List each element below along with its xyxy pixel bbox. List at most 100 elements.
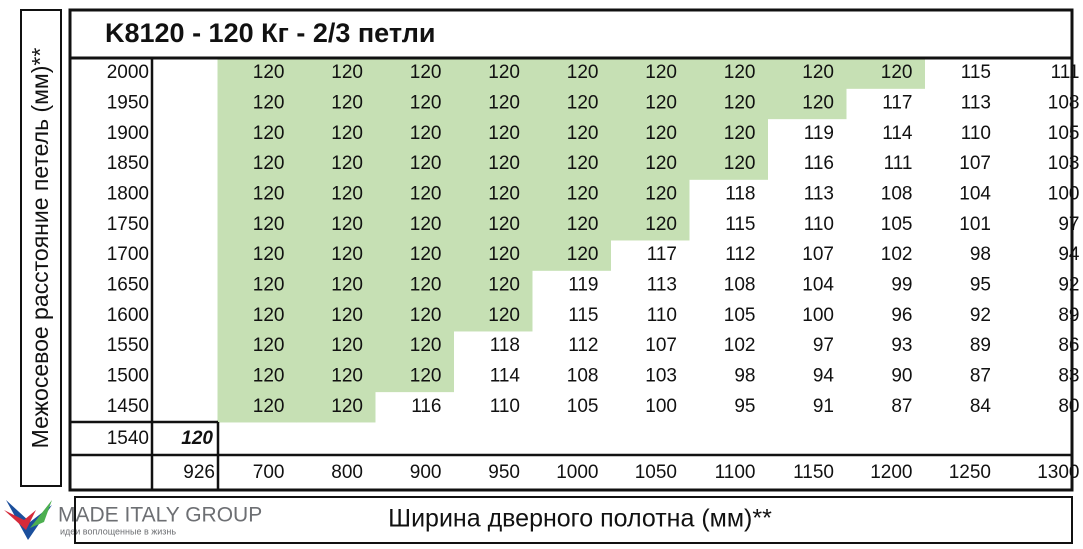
- cell-value: 120: [410, 274, 442, 295]
- highlight-cell: [296, 300, 376, 332]
- cell-value: 98: [734, 365, 755, 386]
- cell-value: 107: [959, 153, 991, 174]
- cell-value: 89: [1058, 305, 1079, 326]
- column-header: 1100: [715, 462, 756, 483]
- cell-value: 120: [724, 123, 756, 144]
- row-label: 1950: [107, 93, 149, 114]
- cell-value: 120: [488, 153, 520, 174]
- cell-value: 120: [567, 244, 599, 265]
- column-header: 700: [253, 462, 285, 483]
- x-label-box: [74, 496, 1073, 544]
- cell-value: 120: [567, 93, 599, 114]
- cell-value: 120: [331, 93, 363, 114]
- column-header: 1000: [556, 462, 598, 483]
- highlight-cell: [531, 148, 611, 180]
- highlight-cell: [296, 209, 376, 241]
- cell-value: 120: [488, 123, 520, 144]
- cell-value: 95: [970, 274, 991, 295]
- row-label: 2000: [107, 62, 149, 83]
- highlight-cell: [531, 178, 611, 211]
- highlight-cell: [610, 57, 690, 89]
- cell-value: 120: [331, 214, 363, 235]
- column-header: 950: [488, 462, 520, 483]
- cell-value: 120: [488, 93, 520, 114]
- cell-value: 103: [1048, 153, 1080, 174]
- cell-value: 113: [647, 274, 677, 295]
- cell-value: 120: [645, 123, 677, 144]
- cell-value: 108: [724, 274, 756, 295]
- column-header: 1050: [635, 462, 677, 483]
- cell-value: 96: [891, 305, 912, 326]
- cell-value: 102: [724, 335, 756, 356]
- table-title: K8120 - 120 Кг - 2/3 петли: [105, 18, 435, 48]
- y-label-box: [20, 9, 62, 487]
- cell-value: 120: [488, 274, 520, 295]
- row-label: 1600: [107, 305, 149, 326]
- highlight-cell: [767, 87, 847, 120]
- logo-mark-red: [4, 510, 36, 530]
- highlight-cell: [296, 118, 376, 150]
- cell-value: 120: [253, 93, 285, 114]
- highlight-cell: [217, 360, 297, 393]
- x-axis-label: Ширина дверного полотна (мм)**: [388, 505, 772, 533]
- highlight-cell: [296, 360, 376, 393]
- cell-value: 91: [813, 396, 834, 417]
- cell-value: 110: [647, 305, 677, 326]
- column-header: 1300: [1037, 462, 1079, 483]
- highlight-cell: [453, 209, 533, 241]
- cell-value: 97: [813, 335, 834, 356]
- highlight-cell: [217, 239, 297, 271]
- extra-row-label: 1540: [107, 428, 149, 449]
- cell-value: 108: [881, 184, 913, 205]
- column-header: 900: [410, 462, 442, 483]
- cell-value: 117: [882, 93, 912, 114]
- cell-value: 120: [802, 93, 834, 114]
- cell-value: 92: [1058, 274, 1079, 295]
- highlight-cell: [217, 118, 297, 150]
- cell-value: 120: [645, 153, 677, 174]
- cell-value: 120: [488, 184, 520, 205]
- cell-value: 120: [567, 123, 599, 144]
- highlight-cell: [610, 148, 690, 180]
- table-border: [68, 8, 1074, 492]
- highlight-cell: [374, 360, 454, 393]
- logo: MADE ITALY GROUP идеи воплощенные в жизн…: [4, 500, 262, 540]
- cell-value: 120: [567, 153, 599, 174]
- cell-value: 120: [410, 93, 442, 114]
- highlight-cell: [767, 57, 847, 89]
- extra-row-value: 120: [181, 428, 213, 449]
- logo-name: MADE ITALY GROUP: [58, 504, 262, 527]
- cell-value: 120: [645, 62, 677, 83]
- row-label: 1750: [107, 214, 149, 235]
- cell-value: 108: [567, 365, 599, 386]
- highlight-cell: [217, 330, 297, 362]
- highlight-cell: [217, 57, 297, 89]
- cell-value: 108: [1048, 93, 1080, 114]
- cell-value: 120: [253, 274, 285, 295]
- cell-value: 120: [881, 62, 913, 83]
- cell-value: 89: [970, 335, 991, 356]
- cell-value: 120: [567, 214, 599, 235]
- highlight-cell: [217, 148, 297, 180]
- highlight-cell: [374, 300, 454, 332]
- cell-value: 115: [725, 214, 755, 235]
- row-label: 1900: [107, 123, 149, 144]
- highlight-cell: [531, 209, 611, 241]
- cell-value: 120: [331, 335, 363, 356]
- cell-value: 102: [881, 244, 913, 265]
- cell-value: 120: [724, 62, 756, 83]
- cell-value: 112: [568, 335, 598, 356]
- highlight-cell: [296, 87, 376, 120]
- highlight-cell: [531, 57, 611, 89]
- cell-value: 111: [884, 153, 913, 174]
- highlight-cell: [296, 239, 376, 271]
- cell-value: 114: [490, 365, 521, 386]
- table: 2000 120 120 120 120 120 120 120 120 120 115 111 195…: [70, 56, 1080, 490]
- cell-value: 119: [568, 274, 598, 295]
- cell-value: 120: [331, 62, 363, 83]
- cell-value: 120: [802, 62, 834, 83]
- cell-value: 120: [410, 365, 442, 386]
- cell-value: 86: [1058, 335, 1079, 356]
- cell-value: 120: [410, 123, 442, 144]
- cell-value: 104: [959, 184, 991, 205]
